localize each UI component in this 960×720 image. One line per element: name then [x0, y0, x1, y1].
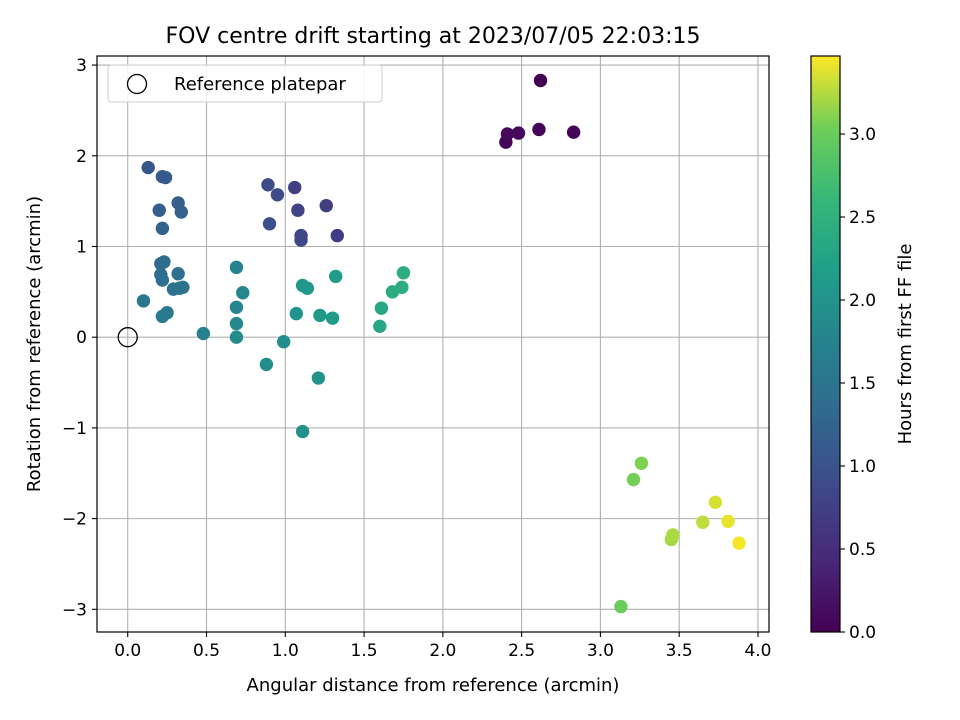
grid: [97, 56, 769, 632]
scatter-point: [288, 180, 302, 195]
scatter-point: [261, 178, 275, 192]
scatter-point: [708, 495, 723, 509]
x-tick-label: 0.5: [193, 641, 220, 661]
legend-label: Reference platepar: [174, 74, 346, 95]
plot-frame: [96, 55, 770, 633]
scatter-point: [319, 198, 333, 213]
y-tick-label: 3: [76, 56, 87, 76]
scatter-point: [634, 456, 649, 470]
y-tick-label: 0: [76, 328, 87, 348]
scatter-point: [155, 309, 170, 324]
scatter-point: [395, 280, 409, 295]
scatter-point: [300, 281, 315, 295]
reference-point-marker: [117, 327, 138, 348]
x-tick-label: 1.5: [351, 641, 378, 661]
scatter-point: [311, 371, 326, 385]
colorbar-tick-label: 2.5: [849, 208, 876, 228]
x-tick-label: 3.0: [587, 641, 614, 661]
scatter-point: [141, 160, 155, 175]
scatter-point: [136, 294, 151, 308]
scatter-point: [330, 228, 344, 243]
axis-ticks: 0.0 0.5 1.0 1.5 2.0 2.5 3.0 3.5 4.0 −3 −2 −1 0 1 2 3: [62, 56, 772, 661]
scatter-point: [262, 217, 277, 231]
scatter-points: [136, 73, 746, 614]
scatter-point: [532, 122, 546, 137]
scatter-point: [626, 472, 641, 487]
colorbar-gradient: [810, 55, 841, 633]
colorbar-tick-label: 0.0: [849, 623, 876, 643]
scatter-point: [732, 536, 746, 550]
scatter-point: [158, 170, 173, 185]
x-tick-label: 2.0: [429, 641, 456, 661]
scatter-point: [174, 205, 188, 219]
scatter-point: [155, 273, 170, 287]
colorbar-tick-label: 0.5: [849, 540, 876, 560]
legend-marker-icon: [126, 73, 148, 95]
scatter-point: [313, 308, 327, 323]
scatter-point: [291, 203, 305, 217]
colorbar-tick-label: 2.0: [849, 291, 876, 311]
scatter-point: [277, 335, 291, 349]
scatter-point: [396, 266, 411, 280]
scatter-point: [157, 255, 171, 269]
scatter-point: [500, 127, 515, 141]
y-tick-label: −2: [62, 510, 87, 530]
x-tick-label: 2.5: [508, 641, 535, 661]
chart-title: FOV centre drift starting at 2023/07/05 …: [166, 24, 701, 49]
scatter-point: [196, 326, 211, 341]
y-tick-label: −3: [62, 600, 87, 620]
scatter-point: [373, 319, 387, 334]
x-axis-label: Angular distance from reference (arcmin): [247, 675, 620, 696]
scatter-point: [614, 599, 628, 614]
scatter-point: [176, 280, 190, 295]
y-tick-label: 1: [76, 237, 87, 257]
scatter-point: [696, 515, 710, 529]
scatter-point: [171, 267, 185, 281]
scatter-point: [289, 306, 304, 321]
legend: Reference platepar: [107, 64, 383, 103]
scatter-point: [511, 126, 526, 140]
scatter-point: [259, 357, 274, 372]
scatter-point: [666, 528, 680, 542]
scatter-point: [229, 330, 244, 344]
scatter-point: [229, 300, 244, 314]
y-tick-label: 2: [76, 147, 87, 167]
colorbar-tick-label: 1.0: [849, 457, 876, 477]
scatter-point: [229, 260, 244, 275]
y-tick-label: −1: [62, 419, 87, 439]
scatter-point: [533, 73, 548, 88]
x-tick-label: 4.0: [744, 641, 771, 661]
legend-box: [107, 64, 383, 103]
scatter-point: [295, 424, 310, 439]
x-tick-label: 0.0: [114, 641, 141, 661]
scatter-point: [236, 286, 250, 300]
scatter-point: [229, 316, 244, 331]
colorbar: 0.0 0.5 1.0 1.5 2.0 2.5 3.0 Hours from first F…: [810, 55, 916, 643]
scatter-point: [325, 311, 340, 325]
x-tick-label: 1.0: [272, 641, 299, 661]
y-axis-label: Rotation from reference (arcmin): [24, 196, 45, 492]
x-tick-label: 3.5: [666, 641, 693, 661]
colorbar-tick-label: 1.5: [849, 374, 876, 394]
scatter-point: [270, 188, 285, 202]
scatter-point: [152, 203, 166, 217]
scatter-point: [329, 269, 343, 284]
scatter-point: [294, 233, 308, 247]
scatter-point: [374, 301, 389, 315]
colorbar-ticks: 0.0 0.5 1.0 1.5 2.0 2.5 3.0: [840, 125, 876, 643]
scatter-point: [566, 125, 581, 139]
scatter-point: [155, 221, 170, 236]
scatter-point: [721, 514, 735, 529]
colorbar-label: Hours from first FF file: [895, 244, 916, 445]
colorbar-tick-label: 3.0: [849, 125, 876, 145]
